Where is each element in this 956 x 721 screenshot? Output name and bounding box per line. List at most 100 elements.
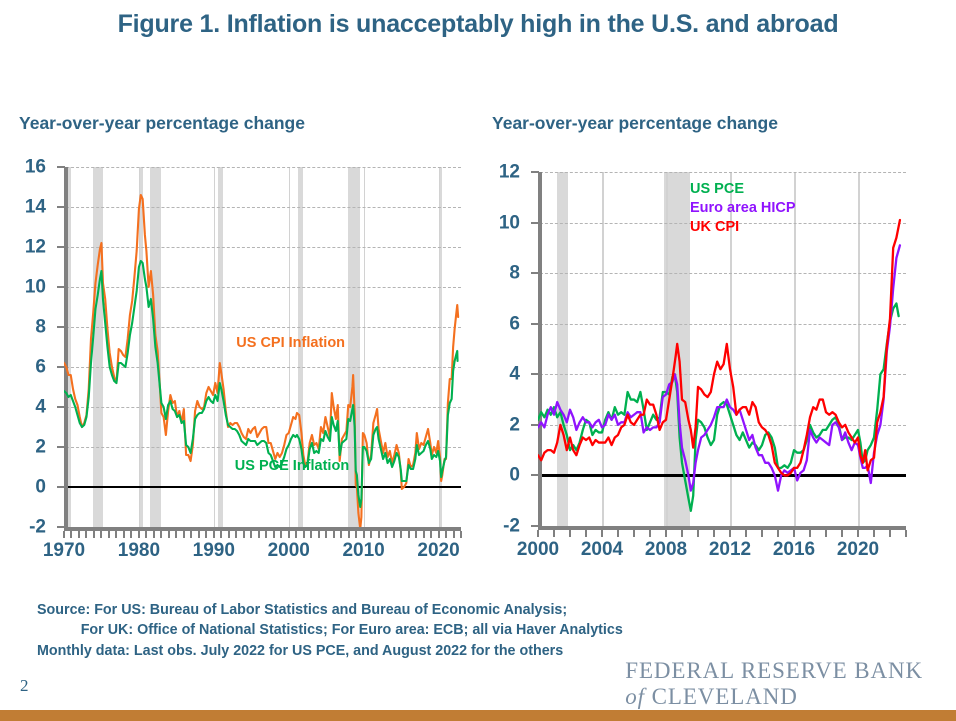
x-axis-tick (122, 531, 125, 538)
y-axis-tick-label: -2 (29, 516, 46, 538)
x-axis-tick (100, 531, 103, 538)
vertical-gridline (213, 167, 216, 527)
x-axis-tick (227, 531, 230, 538)
left-chart-panel: Year-over-year percentage change -2 0 2 4 6 8… (0, 0, 478, 600)
horizontal-gridline (540, 273, 906, 275)
right-chart-panel: Year-over-year percentage change -2 0 2 4 6 8… (478, 0, 956, 600)
x-axis-line (538, 526, 906, 530)
x-axis-tick (107, 531, 110, 538)
x-axis-tick (777, 530, 779, 537)
page-title: Figure 1. Inflation is unacceptably high… (117, 10, 839, 38)
logo-of: of (625, 683, 645, 709)
series-layer (538, 218, 902, 512)
x-axis-tick (347, 531, 350, 538)
x-axis-tick (649, 530, 651, 537)
x-axis-tick (242, 531, 245, 538)
recession-band (297, 167, 303, 527)
recession-band (93, 167, 103, 527)
recession-band (347, 167, 360, 527)
horizontal-gridline (66, 447, 461, 448)
y-axis-tick-label: 10 (24, 276, 46, 298)
x-axis-tick (445, 531, 448, 538)
x-axis-tick (793, 530, 795, 537)
x-axis-tick (841, 530, 843, 537)
x-axis-tick (63, 531, 65, 538)
x-axis-tick (280, 531, 283, 538)
horizontal-gridline (66, 247, 461, 248)
vertical-gridline (363, 167, 366, 527)
x-axis-tick-label: 2000 (267, 540, 310, 561)
y-axis-tick (57, 366, 65, 368)
y-axis-tick-label: 12 (498, 161, 520, 183)
page-number: 2 (20, 676, 29, 695)
x-axis-tick (415, 531, 418, 538)
horizontal-gridline (66, 207, 461, 208)
recession-band (138, 167, 144, 527)
y-axis-tick (57, 326, 65, 328)
y-axis-tick-label: 12 (24, 236, 46, 258)
horizontal-gridline (66, 327, 461, 328)
x-axis-tick (729, 530, 731, 537)
x-axis-tick (377, 531, 380, 538)
recession-band (217, 167, 223, 527)
x-axis-tick (332, 531, 335, 538)
y-axis-tick-label: 6 (35, 356, 46, 378)
horizontal-gridline (540, 222, 906, 224)
vertical-gridline (666, 172, 668, 526)
x-axis-tick (205, 531, 208, 538)
x-axis-tick (392, 531, 395, 538)
y-axis-tick (57, 486, 65, 488)
x-axis-tick (825, 530, 827, 537)
x-axis-tick (761, 530, 763, 537)
vertical-gridline (438, 167, 441, 527)
y-axis-tick-label: -2 (503, 515, 520, 537)
x-axis-tick (745, 530, 747, 537)
y-axis-tick-label: 2 (35, 436, 46, 458)
y-axis-tick (57, 206, 65, 208)
y-axis-tick (57, 526, 65, 528)
legend-item: Euro area HICP (690, 200, 796, 217)
source-line-3: Monthly data: Last obs. July 2022 for US… (37, 642, 564, 659)
x-axis-tick-label: 2004 (580, 539, 624, 560)
x-axis-tick (665, 530, 667, 537)
x-axis-tick (137, 531, 140, 538)
y-axis-tick-label: 4 (509, 363, 520, 385)
y-axis-tick (531, 423, 539, 426)
zero-line (540, 474, 906, 477)
x-axis-tick (681, 530, 683, 537)
x-axis-tick-label: 2020 (417, 540, 460, 561)
legend-item: UK CPI (690, 219, 740, 236)
vertical-gridline (288, 167, 291, 527)
logo-line-1: FEDERAL RESERVE BANK (625, 658, 923, 683)
x-axis-tick (92, 531, 95, 538)
x-axis-tick (713, 530, 715, 537)
y-axis-tick-label: 0 (35, 476, 46, 498)
x-axis-tick (220, 531, 223, 538)
x-axis-tick (340, 531, 343, 538)
series-line (64, 193, 460, 527)
x-axis-tick (569, 530, 571, 537)
y-axis-tick (531, 171, 539, 173)
x-axis-tick (295, 531, 298, 538)
y-axis-tick (531, 221, 539, 224)
x-axis-tick-label: 2000 (516, 539, 560, 560)
left-plot-area: -2 0 2 4 6 8 10 12 14 16 1970 1980 1990 2000 2010 2020 U… (25, 158, 462, 560)
horizontal-gridline (540, 172, 906, 173)
x-axis-tick (537, 530, 539, 537)
horizontal-gridline (66, 367, 461, 368)
x-axis-tick (460, 531, 462, 538)
y-axis-tick (57, 246, 65, 248)
x-axis-tick (160, 531, 163, 538)
x-axis-tick-label: 1990 (192, 540, 235, 561)
x-axis-tick (617, 530, 619, 537)
y-axis-tick (57, 166, 65, 168)
logo-cleveland: CLEVELAND (651, 683, 798, 709)
x-axis-tick-label: 2010 (342, 540, 385, 561)
series-layer (64, 193, 460, 527)
y-axis-tick-label: 10 (498, 212, 520, 234)
y-axis-tick-label: 14 (24, 196, 46, 218)
x-axis-tick (175, 531, 178, 538)
x-axis-tick (70, 531, 73, 538)
source-line-1: Source: For US: Bureau of Labor Statisti… (37, 602, 568, 618)
recession-band (439, 167, 443, 527)
